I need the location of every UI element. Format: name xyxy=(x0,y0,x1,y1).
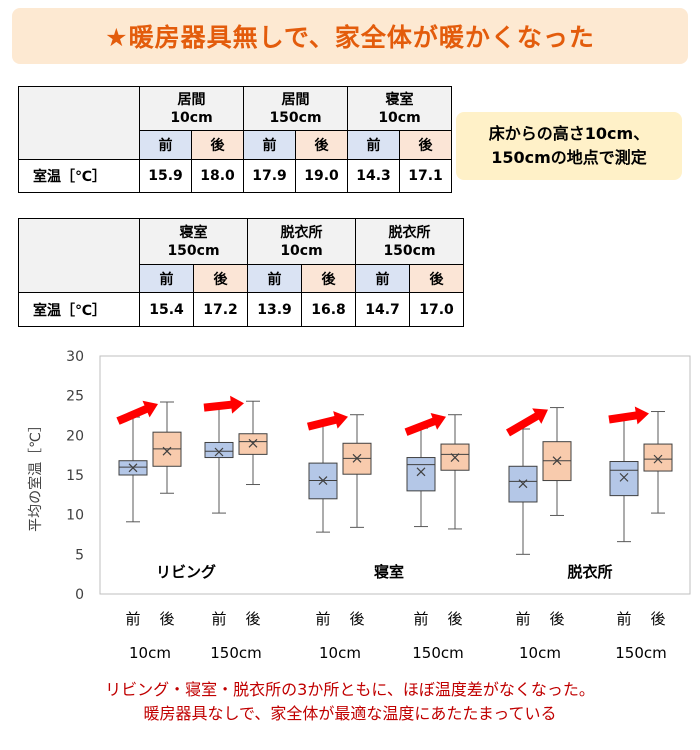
table-before-header: 前 xyxy=(355,264,410,293)
table-after-header: 後 xyxy=(399,130,452,160)
increase-arrow xyxy=(116,400,158,425)
table-cell: 14.7 xyxy=(355,292,410,327)
temperature-table-2: 寝室 150cm 脱衣所 10cm 脱衣所 150cm 前 後 前 後 前 後 室温［… xyxy=(18,218,464,327)
mean-marker xyxy=(518,479,528,489)
x-tick-label-height: 150cm xyxy=(412,644,464,662)
x-tick-label-after: 後 xyxy=(159,610,174,628)
conclusion-line: リビング・寝室・脱衣所の3か所ともに、ほぼ温度差がなくなった。 xyxy=(105,680,595,699)
table-before-header: 前 xyxy=(139,264,194,293)
table-before-header: 前 xyxy=(243,130,296,160)
table-after-header: 後 xyxy=(193,264,248,293)
table-after-header: 後 xyxy=(191,130,244,160)
box xyxy=(643,443,673,472)
x-tick-label-height: 10cm xyxy=(129,644,171,662)
box xyxy=(406,457,436,492)
y-tick-label: 30 xyxy=(66,349,84,365)
x-tick-label-height: 150cm xyxy=(210,644,262,662)
y-tick-label: 20 xyxy=(66,428,84,444)
increase-arrow xyxy=(404,413,446,436)
y-tick-label: 15 xyxy=(66,468,84,484)
table-cell: 17.1 xyxy=(399,159,452,193)
mean-marker xyxy=(653,454,663,464)
increase-arrow xyxy=(307,411,348,431)
y-tick-label: 0 xyxy=(75,587,84,603)
table-after-header: 後 xyxy=(409,264,464,293)
x-tick-label-after: 後 xyxy=(245,610,260,628)
note-line: 150cmの地点で測定 xyxy=(491,148,647,167)
table-row-label: 室温［℃］ xyxy=(18,159,140,193)
room-label: 脱衣所 xyxy=(567,563,612,581)
plot-area xyxy=(99,355,691,595)
temperature-table-1: 居間 10cm 居間 150cm 寝室 10cm 前 後 前 後 前 後 室温［℃］ … xyxy=(18,86,452,193)
conclusion-line: 暖房器具なしで、家全体が最適な温度にあたたまっている xyxy=(143,704,557,723)
table-cell: 17.2 xyxy=(193,292,248,327)
increase-arrow xyxy=(203,395,244,414)
table-group-header: 寝室 10cm xyxy=(347,86,452,131)
table-cell: 16.8 xyxy=(301,292,356,327)
x-tick-label-after: 後 xyxy=(447,610,462,628)
table-cell: 17.0 xyxy=(409,292,464,327)
mean-marker xyxy=(416,467,426,477)
x-tick-label-before: 前 xyxy=(413,610,428,628)
table-cell: 13.9 xyxy=(247,292,302,327)
table-group-header: 居間 150cm xyxy=(243,86,348,131)
y-tick-label: 25 xyxy=(66,389,84,405)
table-after-header: 後 xyxy=(301,264,356,293)
table-cell: 15.4 xyxy=(139,292,194,327)
x-tick-label-before: 前 xyxy=(211,610,226,628)
y-tick-label: 5 xyxy=(75,547,84,563)
mean-marker xyxy=(552,456,562,466)
increase-arrow xyxy=(608,406,649,425)
box xyxy=(609,461,639,497)
increase-arrow xyxy=(506,408,548,437)
table-before-header: 前 xyxy=(347,130,400,160)
y-axis-label: 平均の室温［℃］ xyxy=(27,418,44,532)
table-after-header: 後 xyxy=(295,130,348,160)
conclusion-text: リビング・寝室・脱衣所の3か所ともに、ほぼ温度差がなくなった。 暖房器具なしで、… xyxy=(0,678,700,726)
table-group-header: 脱衣所 150cm xyxy=(355,218,464,265)
table-cell: 18.0 xyxy=(191,159,244,193)
mean-marker xyxy=(128,463,138,473)
table-corner xyxy=(18,86,140,160)
measurement-note: 床からの高さ10cm、 150cmの地点で測定 xyxy=(456,112,682,180)
y-tick-label: 10 xyxy=(66,508,84,524)
table-group-header: 居間 10cm xyxy=(139,86,244,131)
mean-marker xyxy=(248,438,258,448)
table-group-header: 脱衣所 10cm xyxy=(247,218,356,265)
room-label: リビング xyxy=(156,563,216,581)
table-before-header: 前 xyxy=(139,130,192,160)
mean-marker xyxy=(162,446,172,456)
box xyxy=(508,465,538,503)
x-tick-label-before: 前 xyxy=(125,610,140,628)
mean-marker xyxy=(318,476,328,485)
x-tick-label-before: 前 xyxy=(315,610,330,628)
table-cell: 17.9 xyxy=(243,159,296,193)
x-tick-label-height: 150cm xyxy=(615,644,667,662)
table-cell: 15.9 xyxy=(139,159,192,193)
table-row-label: 室温［℃］ xyxy=(18,292,140,327)
x-tick-label-after: 後 xyxy=(349,610,364,628)
room-label: 寝室 xyxy=(374,563,404,581)
table-cell: 19.0 xyxy=(295,159,348,193)
page-title-banner: ★暖房器具無しで、家全体が暖かくなった xyxy=(12,8,688,64)
table-before-header: 前 xyxy=(247,264,302,293)
x-tick-label-height: 10cm xyxy=(319,644,361,662)
table-group-header: 寝室 150cm xyxy=(139,218,248,265)
x-tick-label-after: 後 xyxy=(549,610,564,628)
table-cell: 14.3 xyxy=(347,159,400,193)
mean-marker xyxy=(450,453,460,462)
x-tick-label-height: 10cm xyxy=(519,644,561,662)
x-tick-label-before: 前 xyxy=(616,610,631,628)
box xyxy=(204,441,234,459)
mean-marker xyxy=(352,453,362,463)
mean-marker xyxy=(619,472,629,482)
table-corner xyxy=(18,218,140,293)
x-tick-label-after: 後 xyxy=(650,610,665,628)
mean-marker xyxy=(214,447,224,457)
page-title: ★暖房器具無しで、家全体が暖かくなった xyxy=(105,23,595,52)
x-tick-label-before: 前 xyxy=(515,610,530,628)
note-line: 床からの高さ10cm、 xyxy=(488,124,650,143)
